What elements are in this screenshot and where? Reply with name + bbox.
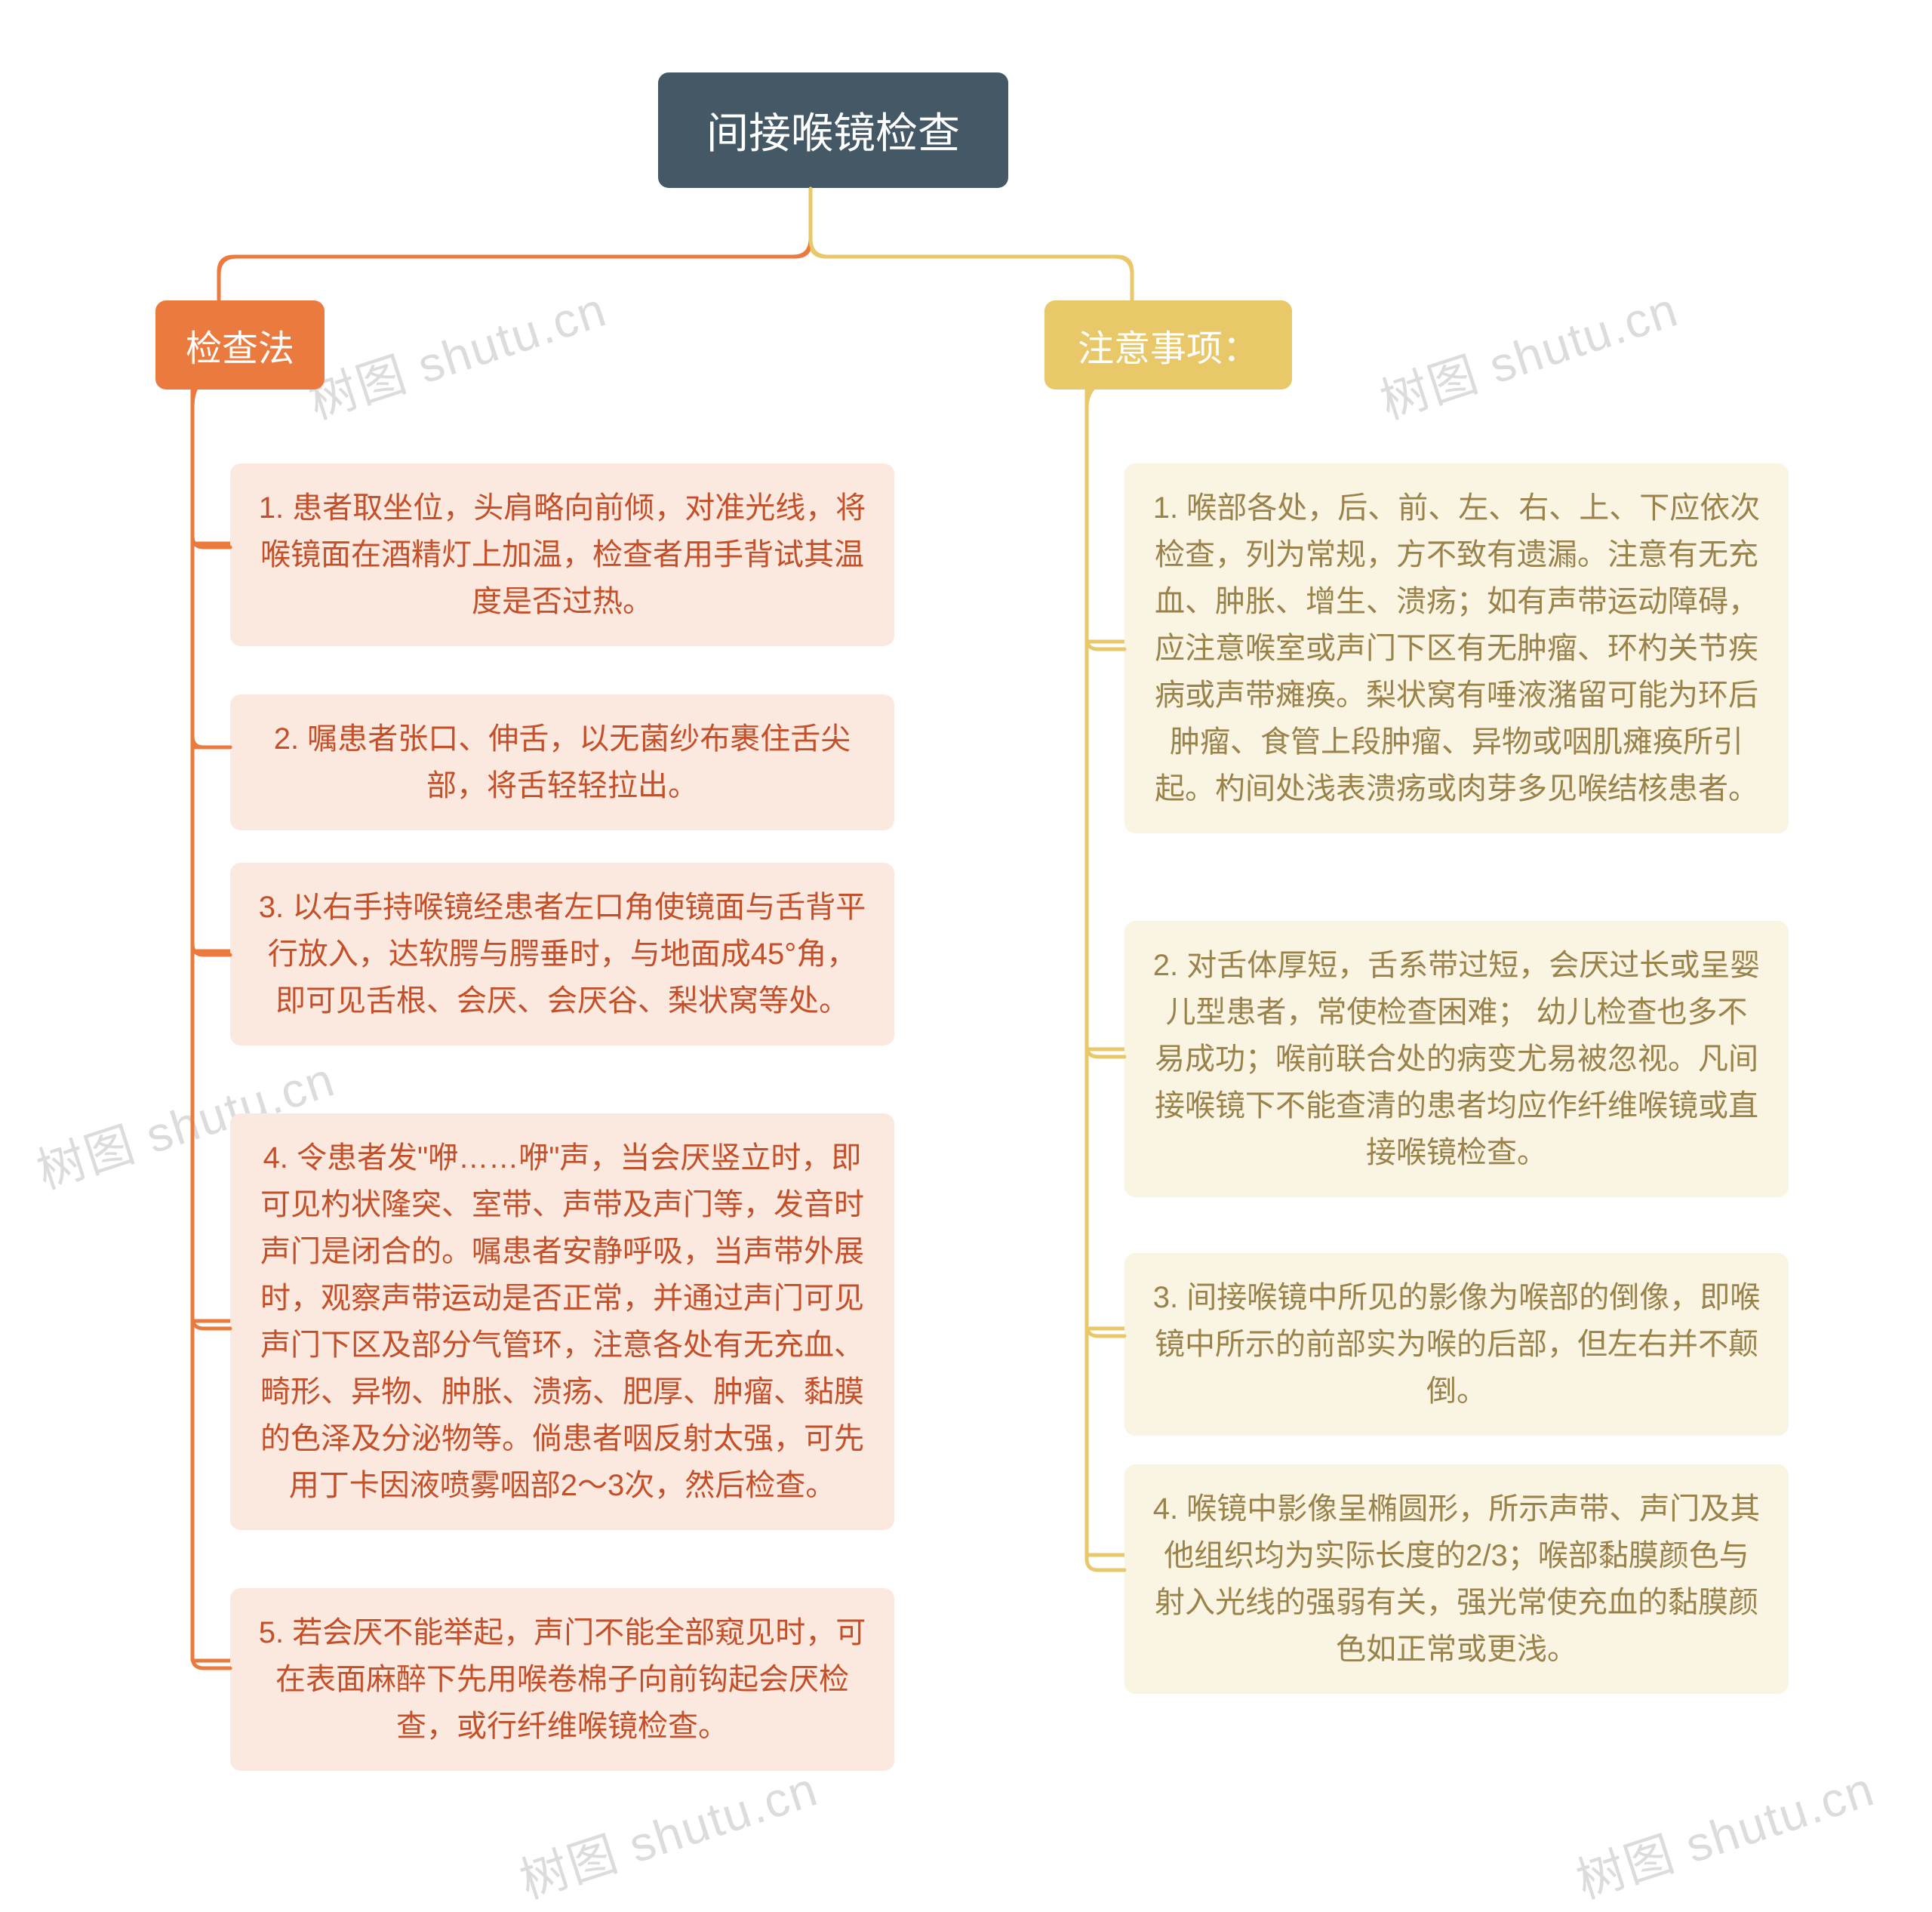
leaf-left-3: 3. 以右手持喉镜经患者左口角使镜面与舌背平行放入，达软腭与腭垂时，与地面成45… [230, 863, 894, 1045]
leaf-left-4: 4. 令患者发"咿……咿"声，当会厌竖立时，即可见杓状隆突、室带、声带及声门等，… [230, 1113, 894, 1530]
leaf-left-2: 2. 嘱患者张口、伸舌，以无菌纱布裹住舌尖部，将舌轻轻拉出。 [230, 694, 894, 830]
leaf-right-4: 4. 喉镜中影像呈椭圆形，所示声带、声门及其他组织均为实际长度的2/3；喉部黏膜… [1124, 1464, 1789, 1694]
watermark: 树图 shutu.cn [1371, 271, 1686, 433]
mindmap-canvas: 树图 shutu.cn 树图 shutu.cn 树图 shutu.cn 树图 s… [0, 0, 1932, 1879]
root-node: 间接喉镜检查 [658, 72, 1008, 188]
leaf-right-3: 3. 间接喉镜中所见的影像为喉部的倒像，即喉镜中所示的前部实为喉的后部，但左右并… [1124, 1253, 1789, 1436]
branch-right: 注意事项： [1044, 300, 1292, 389]
watermark: 树图 shutu.cn [510, 1750, 826, 1912]
watermark: 树图 shutu.cn [299, 271, 614, 433]
leaf-left-1: 1. 患者取坐位，头肩略向前倾，对准光线，将喉镜面在酒精灯上加温，检查者用手背试… [230, 463, 894, 646]
leaf-right-2: 2. 对舌体厚短，舌系带过短，会厌过长或呈婴儿型患者，常使检查困难； 幼儿检查也… [1124, 921, 1789, 1197]
branch-left: 检查法 [155, 300, 325, 389]
leaf-left-5: 5. 若会厌不能举起，声门不能全部窥见时，可在表面麻醉下先用喉卷棉子向前钩起会厌… [230, 1588, 894, 1771]
watermark: 树图 shutu.cn [1567, 1750, 1882, 1912]
leaf-right-1: 1. 喉部各处，后、前、左、右、上、下应依次检查，列为常规，方不致有遗漏。注意有… [1124, 463, 1789, 833]
